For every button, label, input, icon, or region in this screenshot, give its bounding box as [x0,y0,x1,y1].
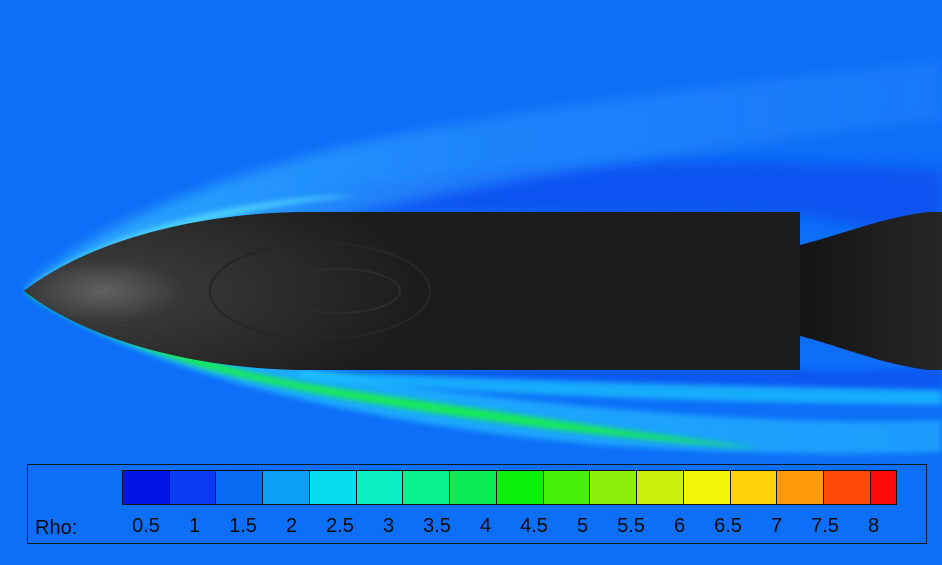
colorbar-segment [824,471,871,504]
colorbar-segment [403,471,451,504]
colorbar-segment [356,471,404,504]
rocket-nose-shading [24,212,420,370]
body-surface-contour [279,268,401,314]
colorbar-tick-label: 6.5 [714,515,742,537]
lower-shock-band [24,291,942,454]
colorbar-segment [496,471,544,504]
colorbar-tick-label: 3.5 [423,515,451,537]
rocket-nozzle [800,212,942,370]
colorbar-segment [870,471,896,504]
colorbar-segment [683,471,731,504]
colorbar-title: Rho: [35,517,78,539]
colorbar-segment [777,471,825,504]
lower-body-halo [300,370,942,405]
colorbar-tick-label: 6 [673,515,686,537]
colorbar-tick-label: 2 [285,515,298,537]
colorbar-segment [450,471,497,504]
colorbar-tick-label: 3 [382,515,395,537]
colorbar-tick-label: 5 [576,515,589,537]
colorbar-segment [637,471,684,504]
colorbar-tick-label: 8 [867,515,880,537]
colorbar-segment [730,471,778,504]
colorbar-segment [216,471,264,504]
colorbar-segment [123,471,170,504]
colorbar-tick-label: 7.5 [811,515,839,537]
colorbar-tick-labels: 0.5 1 1.5 2 2.5 3 3.5 4 4.5 5 5.5 6 6.5 7 7.5 8 [28,515,926,539]
colorbar-segment [543,471,591,504]
colorbar-tick-label: 4.5 [520,515,548,537]
colorbar-legend: Rho: 0.5 1 1.5 2 2.5 3 3.5 4 4.5 5 5.5 6 6.5 7 7.5 8 [27,464,927,544]
colorbar-segment [263,471,310,504]
body-surface-contour [209,242,431,340]
colorbar-tick-label: 5.5 [617,515,645,537]
colorbar-segment [590,471,638,504]
colorbar-tick-label: 1.5 [229,515,257,537]
colorbar-segment [169,471,217,504]
lower-wake-region [300,365,942,393]
colorbar-tick-label: 4 [479,515,492,537]
colorbar-tick-label: 7 [770,515,783,537]
colorbar-tick-label: 1 [188,515,201,537]
colorbar-tick-label: 0.5 [132,515,160,537]
colorbar-segment [309,471,357,504]
colorbar [122,470,897,505]
upper-shock-band [24,60,942,291]
colorbar-tick-label: 2.5 [326,515,354,537]
